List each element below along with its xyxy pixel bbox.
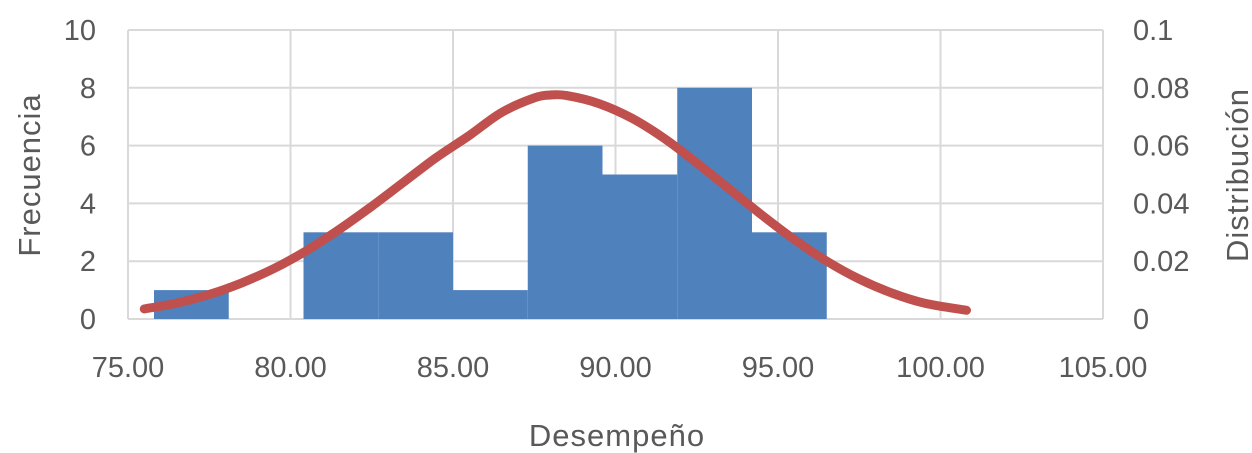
histogram-bar (453, 290, 528, 319)
x-tick-label: 105.00 (1059, 352, 1148, 384)
y2-tick-label: 0.06 (1133, 131, 1189, 163)
y-tick-label: 2 (80, 246, 96, 278)
y2-tick-label: 0.04 (1133, 188, 1189, 220)
y-tick-label: 4 (80, 188, 96, 220)
y-tick-label: 6 (80, 131, 96, 163)
x-tick-label: 80.00 (254, 352, 327, 384)
y2-tick-label: 0.02 (1133, 246, 1189, 278)
x-tick-label: 95.00 (742, 352, 815, 384)
y2-tick-label: 0 (1133, 304, 1149, 336)
y-tick-label: 10 (64, 15, 96, 47)
y2-tick-label: 0.1 (1133, 15, 1173, 47)
y-tick-label: 0 (80, 304, 96, 336)
y-tick-label: 8 (80, 73, 96, 105)
y-axis-title: Frecuencia (12, 93, 47, 256)
y2-axis-title: Distribución (1220, 88, 1252, 262)
x-tick-label: 90.00 (579, 352, 652, 384)
histogram-bars (154, 87, 827, 319)
tick-labels: 75.00 80.00 85.00 90.00 95.00 100.00 105.00 0 2 4… (64, 15, 1190, 384)
histogram-bar (602, 174, 678, 319)
normal-distribution-curve (139, 90, 971, 315)
x-axis-title: Desempeño (529, 418, 705, 453)
histogram-bar (677, 87, 752, 319)
x-tick-label: 75.00 (92, 352, 165, 384)
histogram-bar (378, 232, 453, 319)
histogram-bar (527, 145, 603, 319)
histogram-bar (752, 232, 827, 319)
x-tick-label: 85.00 (417, 352, 490, 384)
x-tick-label: 100.00 (896, 352, 985, 384)
y2-tick-label: 0.08 (1133, 73, 1189, 105)
